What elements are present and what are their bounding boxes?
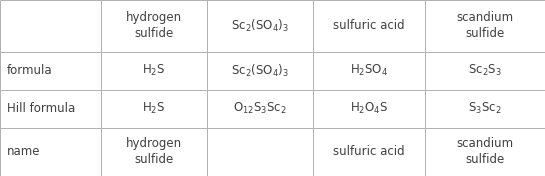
- Text: Sc$_2$(SO$_4$)$_3$: Sc$_2$(SO$_4$)$_3$: [231, 63, 289, 79]
- Text: H$_2$O$_4$S: H$_2$O$_4$S: [350, 101, 389, 116]
- Text: H$_2$SO$_4$: H$_2$SO$_4$: [350, 63, 388, 78]
- Text: sulfuric acid: sulfuric acid: [334, 145, 405, 158]
- Text: H$_2$S: H$_2$S: [142, 63, 166, 78]
- Text: hydrogen
sulfide: hydrogen sulfide: [126, 11, 182, 40]
- Text: hydrogen
sulfide: hydrogen sulfide: [126, 137, 182, 166]
- Text: scandium
sulfide: scandium sulfide: [457, 11, 513, 40]
- Text: Sc$_2$S$_3$: Sc$_2$S$_3$: [468, 63, 502, 78]
- Text: Hill formula: Hill formula: [7, 102, 75, 115]
- Text: formula: formula: [7, 64, 52, 77]
- Text: S$_3$Sc$_2$: S$_3$Sc$_2$: [468, 101, 502, 116]
- Text: Sc$_2$(SO$_4$)$_3$: Sc$_2$(SO$_4$)$_3$: [231, 18, 289, 34]
- Text: sulfuric acid: sulfuric acid: [334, 20, 405, 32]
- Text: O$_{12}$S$_3$Sc$_2$: O$_{12}$S$_3$Sc$_2$: [233, 101, 287, 116]
- Text: H$_2$S: H$_2$S: [142, 101, 166, 116]
- Text: scandium
sulfide: scandium sulfide: [457, 137, 513, 166]
- Text: name: name: [7, 145, 40, 158]
